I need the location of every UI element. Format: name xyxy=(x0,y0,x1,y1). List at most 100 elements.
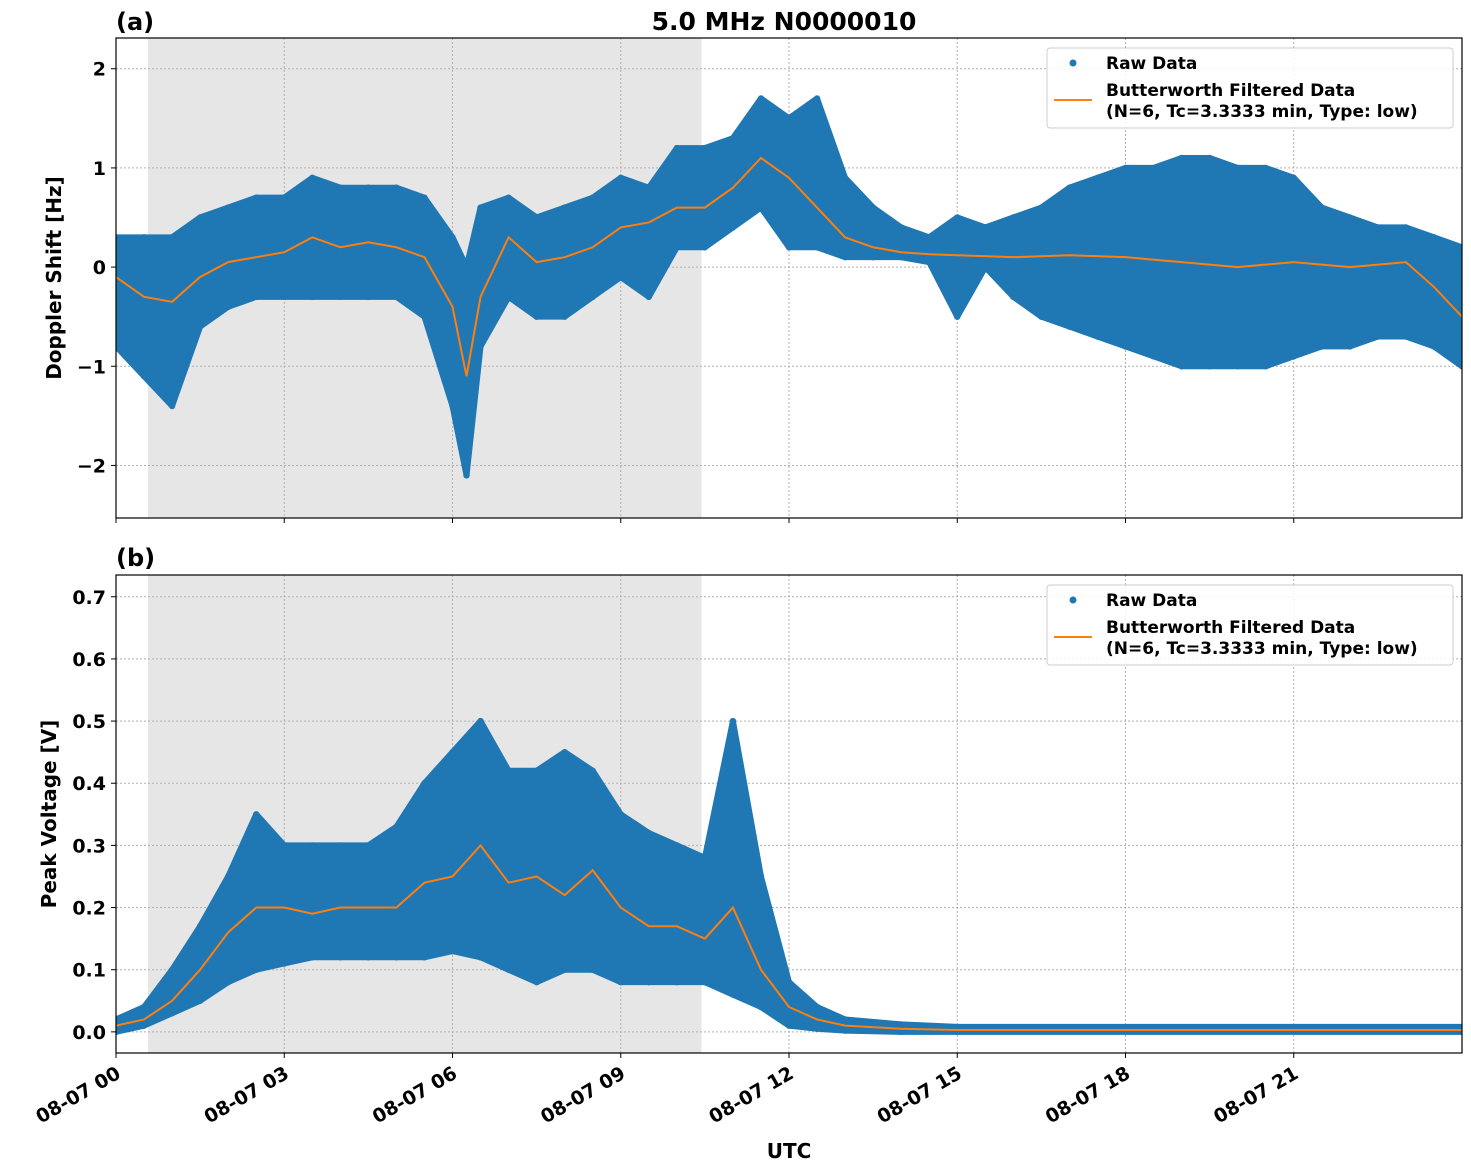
panel-b-label: (b) xyxy=(116,544,155,572)
raw-data-point xyxy=(757,873,765,880)
raw-data-point xyxy=(196,997,204,1004)
raw-data-point xyxy=(393,184,400,191)
y-tick-label: −1 xyxy=(77,356,106,378)
raw-data-point xyxy=(1066,323,1073,330)
raw-data-point xyxy=(645,829,652,837)
raw-data-point xyxy=(116,1016,120,1023)
raw-data-point xyxy=(421,780,428,787)
y-tick-label: −2 xyxy=(77,455,106,477)
raw-data-point xyxy=(1402,224,1410,231)
y-tick-label: 0.6 xyxy=(72,649,106,671)
raw-data-point xyxy=(281,194,288,201)
raw-data-point xyxy=(365,954,372,961)
raw-data-point xyxy=(757,95,765,102)
raw-data-point xyxy=(533,313,540,320)
raw-data-point xyxy=(785,244,793,251)
raw-data-point xyxy=(841,1016,849,1023)
raw-data-point xyxy=(477,343,484,350)
raw-data-point xyxy=(561,748,568,756)
raw-data-point xyxy=(1178,154,1185,162)
legend-raw-marker xyxy=(1069,596,1077,604)
raw-data-point xyxy=(897,1028,905,1036)
raw-data-point xyxy=(589,966,596,973)
raw-data-point xyxy=(533,214,540,221)
panel-a-label: (a) xyxy=(116,8,154,36)
raw-data-point xyxy=(645,184,652,191)
raw-data-point xyxy=(561,966,568,973)
x-axis-label: UTC xyxy=(767,1139,812,1163)
filtered-line xyxy=(116,843,1462,1032)
raw-data-point xyxy=(1234,363,1241,370)
raw-data-point xyxy=(617,978,624,986)
raw-data-point xyxy=(116,1028,120,1036)
raw-data-point xyxy=(337,293,344,301)
raw-data-point xyxy=(757,204,765,211)
raw-data-point xyxy=(1318,204,1325,211)
legend-box xyxy=(1046,47,1454,129)
raw-data-point xyxy=(281,842,288,849)
legend-raw-label: Raw Data xyxy=(1106,54,1197,74)
raw-data-point xyxy=(533,978,540,986)
x-tick-label: 08-07 12 xyxy=(705,1062,797,1128)
raw-data-point xyxy=(168,234,176,241)
raw-data-point xyxy=(1094,174,1101,182)
panel-b: 0.0 0.1 0.2 0.3 0.4 0.5 0.6 0.7 08-07 00 08-07 03… xyxy=(32,574,1463,1128)
raw-data-point xyxy=(365,184,372,191)
raw-data-point xyxy=(673,144,681,152)
raw-data-point xyxy=(897,224,905,231)
y-axis-label-b: Peak Voltage [V] xyxy=(37,720,61,909)
raw-data-point xyxy=(337,954,344,961)
raw-data-point xyxy=(253,966,260,973)
raw-data-point xyxy=(954,313,961,320)
raw-data-point xyxy=(1290,353,1297,360)
raw-data-point xyxy=(1430,343,1438,350)
raw-data-band xyxy=(116,95,1462,479)
raw-data-point xyxy=(365,842,372,849)
y-tick-label: 0.7 xyxy=(72,587,106,609)
raw-data-point xyxy=(1346,343,1354,350)
raw-data-point xyxy=(393,954,400,961)
raw-data-point xyxy=(589,293,596,301)
plot-area xyxy=(116,717,1462,1036)
raw-data-point xyxy=(561,204,568,211)
y-axis-label-a: Doppler Shift [Hz] xyxy=(42,176,66,380)
legend: Raw Data Butterworth Filtered Data(N=6, T… xyxy=(1046,584,1454,666)
raw-data-point xyxy=(421,954,428,961)
raw-data-point xyxy=(701,854,709,862)
raw-data-point xyxy=(477,204,484,211)
raw-data-point xyxy=(140,1003,148,1011)
raw-data-point xyxy=(253,194,260,201)
raw-data-point xyxy=(645,978,652,986)
raw-data-point xyxy=(785,978,793,986)
y-tick-label: 0.4 xyxy=(72,773,106,795)
legend-filtered-label: Butterworth Filtered Data xyxy=(1106,618,1355,638)
x-tick-label: 08-07 00 xyxy=(32,1062,124,1128)
raw-data-point xyxy=(1262,363,1269,370)
raw-data-point xyxy=(1150,353,1157,360)
raw-data-point xyxy=(589,767,596,774)
raw-data-point xyxy=(1430,234,1438,241)
x-tick-label: 08-07 06 xyxy=(369,1062,461,1128)
raw-data-point xyxy=(813,244,821,251)
y-tick-label: 0.1 xyxy=(72,960,106,982)
raw-data-point xyxy=(505,293,512,301)
raw-data-point xyxy=(813,1003,821,1011)
raw-data-point xyxy=(869,253,877,261)
raw-data-point xyxy=(116,343,120,350)
raw-data-point xyxy=(1094,333,1101,340)
raw-data-point xyxy=(463,472,470,479)
x-tick-label: 08-07 09 xyxy=(537,1062,629,1128)
raw-data-point xyxy=(477,717,484,725)
raw-data-point xyxy=(982,263,989,271)
x-tick-label: 08-07 21 xyxy=(1210,1062,1302,1128)
raw-data-point xyxy=(281,293,288,301)
raw-data-point xyxy=(393,823,400,830)
raw-data-point xyxy=(1122,164,1129,172)
raw-data-point xyxy=(393,293,400,301)
raw-data-point xyxy=(785,1022,793,1029)
raw-data-point xyxy=(224,204,232,211)
raw-data-point xyxy=(841,1027,849,1034)
raw-data-point xyxy=(1458,244,1462,251)
raw-data-point xyxy=(1318,343,1325,350)
